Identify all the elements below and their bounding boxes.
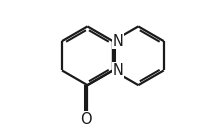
Text: N: N bbox=[113, 34, 124, 49]
Text: N: N bbox=[113, 63, 124, 78]
Text: O: O bbox=[80, 112, 92, 127]
